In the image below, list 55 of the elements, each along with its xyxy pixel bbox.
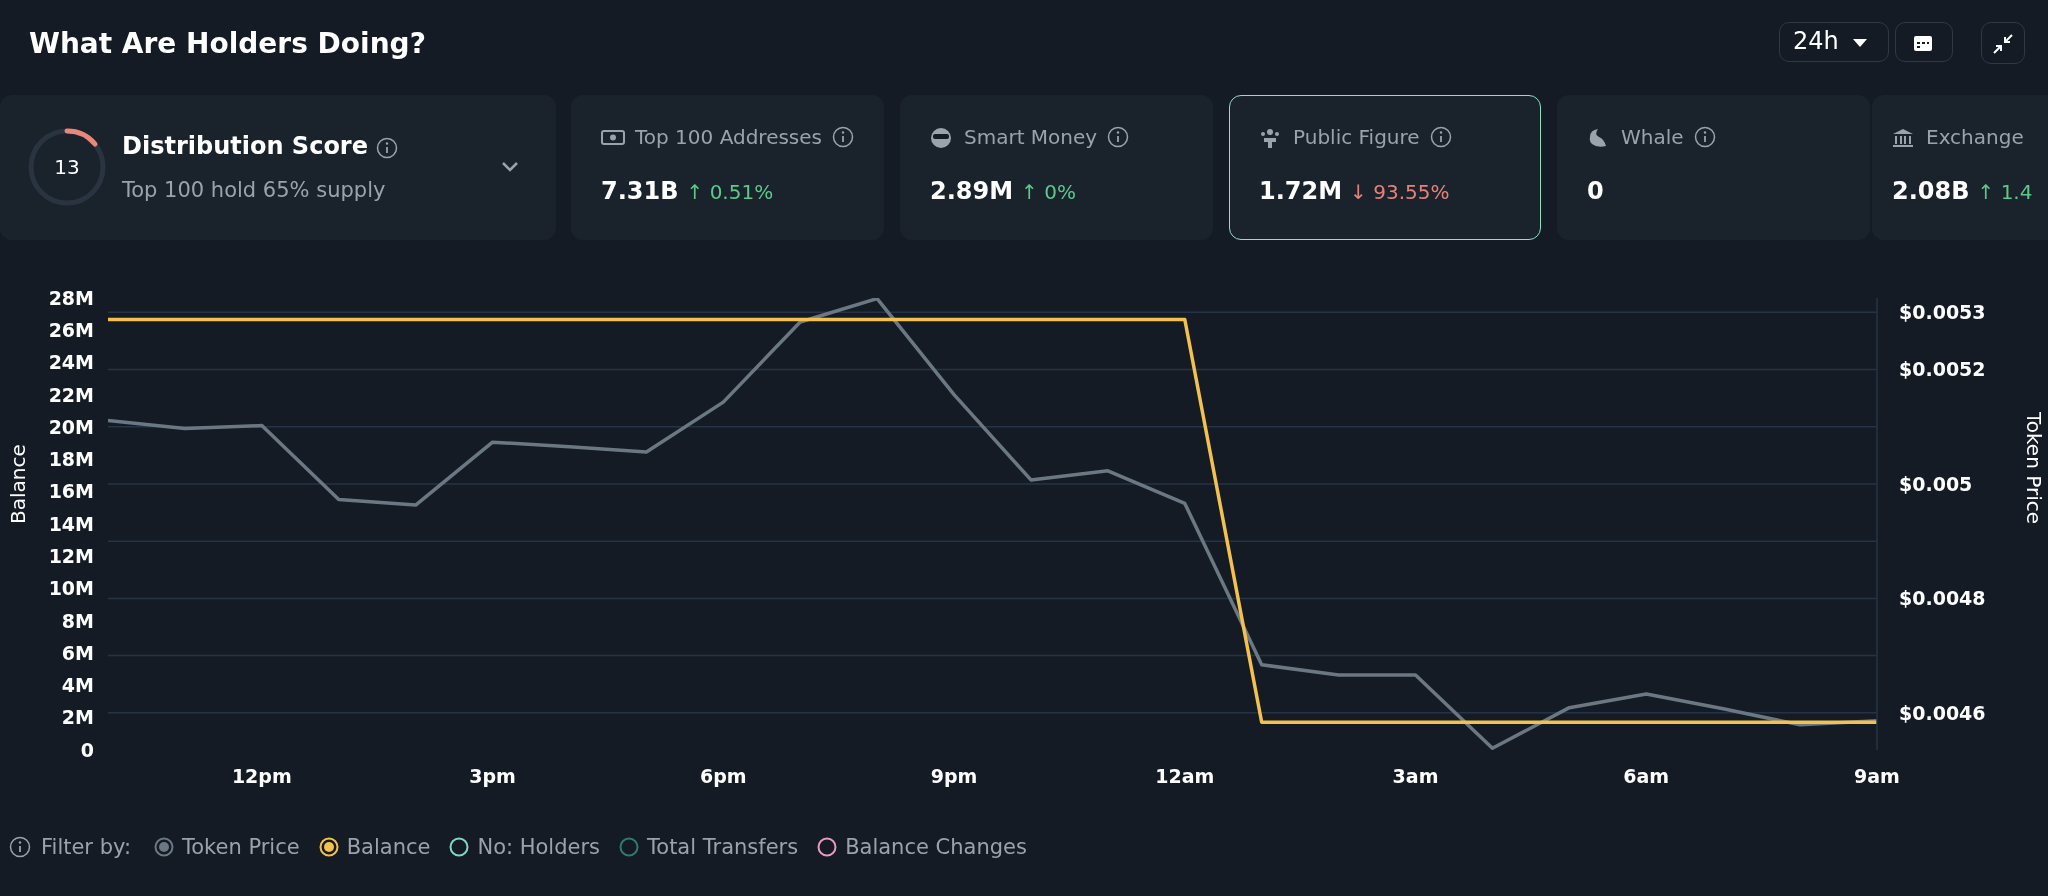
y-tick-label: 28M (48, 286, 94, 309)
text: 1.72M (1259, 177, 1343, 205)
text: What Are Holders Doing? (29, 27, 426, 60)
text: ↑ 0.51% (686, 180, 774, 204)
text: ↑ 1.4 (1977, 180, 2033, 204)
text: 2.89M (930, 177, 1014, 205)
y2-tick-label: $0.0046 (1899, 701, 1986, 724)
legend-label: Total Transfers (646, 835, 799, 859)
text: Public Figure (1293, 125, 1421, 149)
x-tick-label: 6pm (699, 765, 747, 788)
y-tick-label: 2M (61, 706, 94, 729)
text: ↑ 0% (1021, 180, 1076, 204)
y-tick-label: 26M (48, 319, 94, 342)
text: Smart Money (964, 125, 1099, 149)
y2-tick-label: $0.0053 (1899, 301, 1986, 324)
text: 0 (1587, 177, 1604, 205)
text: 7.31B (601, 177, 679, 205)
x-tick-label: 12am (1155, 765, 1215, 788)
x-tick-label: 12pm (231, 765, 292, 788)
legend-label: Token Price (181, 835, 300, 859)
y-tick-label: 18M (48, 448, 94, 471)
text: Top 100 hold 65% supply (122, 178, 386, 202)
x-tick-label: 9am (1854, 765, 1900, 788)
legend-label: No: Holders (476, 835, 601, 859)
y-tick-label: 12M (48, 545, 94, 568)
text: 2.08B (1892, 177, 1970, 205)
legend-title: Filter by: (41, 835, 131, 859)
legend-label: Balance Changes (844, 835, 1027, 859)
text: 13 (53, 155, 81, 179)
text: ↓ 93.55% (1350, 180, 1450, 204)
y-tick-label: 10M (48, 577, 94, 600)
legend-label: Balance (345, 835, 431, 859)
text: Distribution Score (122, 132, 368, 160)
y-tick-label: 24M (48, 351, 94, 374)
x-tick-label: 3am (1392, 765, 1439, 788)
y-axis-title: Balance (6, 444, 31, 524)
y2-tick-label: $0.0048 (1899, 587, 1986, 610)
y2-axis-title: Token Price (2021, 410, 2046, 524)
y2-tick-label: $0.0052 (1899, 358, 1986, 381)
y-tick-label: 6M (61, 641, 94, 664)
x-tick-label: 9pm (930, 765, 978, 788)
text: Top 100 Addresses (635, 125, 823, 149)
x-tick-label: 6am (1623, 765, 1670, 788)
text: 24h (1793, 27, 1839, 55)
y2-tick-label: $0.005 (1899, 472, 1973, 495)
y-tick-label: 8M (61, 609, 94, 632)
text: Exchange (1926, 125, 2024, 149)
y-tick-label: 14M (48, 512, 94, 535)
y-tick-label: 4M (61, 674, 94, 697)
text: Whale (1621, 125, 1685, 149)
y-tick-label: 0 (80, 738, 94, 761)
y-tick-label: 22M (48, 383, 94, 406)
x-tick-label: 3pm (469, 765, 516, 788)
y-tick-label: 20M (48, 415, 94, 438)
y-tick-label: 16M (48, 480, 94, 503)
